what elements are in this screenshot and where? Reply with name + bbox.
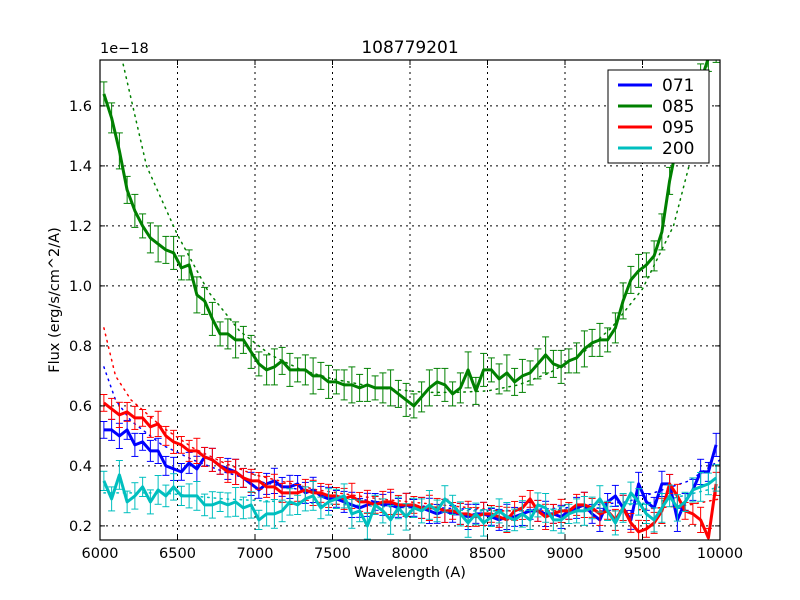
series-085 <box>100 60 720 419</box>
x-axis-label: Wavelength (A) <box>354 565 466 581</box>
y-offset-label: 1e−18 <box>100 41 149 57</box>
x-tick-label: 6500 <box>159 546 196 562</box>
legend-item-085: 085 <box>618 97 694 117</box>
data-series <box>100 60 720 540</box>
y-tick-label: 1.0 <box>69 279 92 295</box>
x-tick-label: 9500 <box>624 546 661 562</box>
y-tick-label: 0.4 <box>69 459 92 475</box>
axis-ticks: 6000 6500 7000 7500 8000 8500 9000 9500 10000 0.2… <box>69 60 743 562</box>
x-tick-label: 8000 <box>392 546 429 562</box>
y-tick-label: 0.8 <box>69 339 92 355</box>
model-curve-085 <box>121 60 709 394</box>
x-tick-label: 7500 <box>314 546 351 562</box>
legend: 071 085 095 200 <box>607 69 710 164</box>
x-tick-label: 9000 <box>547 546 584 562</box>
x-tick-label: 7000 <box>237 546 274 562</box>
series-200 <box>100 460 720 540</box>
y-tick-label: 1.4 <box>69 159 92 175</box>
model-curve-095 <box>103 327 720 512</box>
y-tick-label: 0.2 <box>69 519 92 535</box>
x-tick-label: 6000 <box>82 546 119 562</box>
x-tick-label: 8500 <box>469 546 506 562</box>
legend-label-071: 071 <box>662 76 694 96</box>
y-tick-label: 1.6 <box>69 99 92 115</box>
y-tick-label: 0.6 <box>69 399 92 415</box>
legend-item-200: 200 <box>618 139 694 159</box>
legend-label-085: 085 <box>662 97 694 117</box>
series-line-200 <box>102 473 718 528</box>
legend-item-071: 071 <box>618 76 694 96</box>
chart-title: 108779201 <box>361 38 458 58</box>
series-line-085 <box>102 60 710 408</box>
y-axis-label: Flux (erg/s/cm^2/A) <box>47 227 63 373</box>
y-tick-label: 1.2 <box>69 219 92 235</box>
model-curve-071 <box>103 366 720 512</box>
x-tick-label: 10000 <box>697 546 743 562</box>
legend-label-200: 200 <box>662 139 694 159</box>
legend-item-095: 095 <box>618 118 694 138</box>
series-095 <box>100 394 720 540</box>
legend-label-095: 095 <box>662 118 694 138</box>
